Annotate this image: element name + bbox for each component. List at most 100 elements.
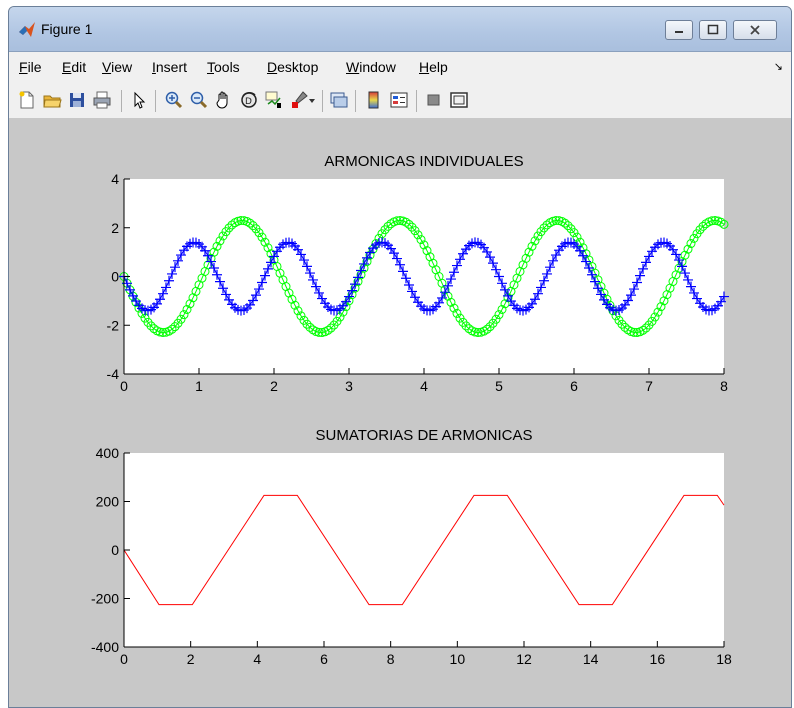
brush-icon[interactable] <box>289 90 309 110</box>
data-point <box>260 270 270 281</box>
data-point <box>584 263 594 274</box>
data-point <box>413 230 423 240</box>
dropdown-icon[interactable] <box>307 90 317 110</box>
data-point <box>479 326 489 336</box>
data-point <box>446 297 456 307</box>
close-button[interactable] <box>733 20 777 40</box>
menu-dock-arrow-icon[interactable]: ↘ <box>773 61 783 73</box>
y-tick-label: -200 <box>91 591 119 607</box>
rotate-3d-icon[interactable]: D <box>239 90 259 110</box>
data-point <box>539 223 549 233</box>
data-point <box>494 271 504 282</box>
data-point <box>551 215 561 225</box>
data-point <box>449 303 459 313</box>
data-point <box>404 219 414 229</box>
edit-plot-icon[interactable] <box>129 90 149 110</box>
data-point <box>155 327 165 337</box>
data-point <box>674 255 684 266</box>
data-point <box>179 310 189 320</box>
data-point <box>251 290 261 301</box>
y-tick-label: -2 <box>107 317 120 333</box>
data-point <box>596 289 606 300</box>
title-bar[interactable]: Figure 1 <box>9 7 791 52</box>
menu-help[interactable]: Help <box>419 59 448 75</box>
data-point <box>398 266 408 277</box>
menu-tools[interactable]: Tools <box>207 59 240 75</box>
data-point <box>503 290 513 301</box>
data-point <box>341 296 351 307</box>
data-point <box>293 306 303 316</box>
data-point <box>401 217 411 227</box>
axes-1[interactable]: ARMONICAS INDIVIDUALES 0 1 2 3 4 5 6 7 8 -4 -2 0 2 4 <box>107 153 729 394</box>
data-point <box>392 253 402 264</box>
menu-file[interactable]: File <box>19 59 42 75</box>
data-point <box>311 281 321 292</box>
zoom-out-icon[interactable] <box>189 90 209 110</box>
data-point <box>491 314 501 324</box>
data-point <box>305 322 315 332</box>
show-plot-tools-icon[interactable] <box>449 90 469 110</box>
new-figure-icon[interactable] <box>17 90 37 110</box>
data-point <box>698 221 708 231</box>
minimize-icon <box>675 31 683 33</box>
x-tick-label: 14 <box>583 651 599 667</box>
menu-insert[interactable]: Insert <box>152 59 188 75</box>
data-point <box>689 287 699 298</box>
x-tick-label: 12 <box>516 651 532 667</box>
open-file-icon[interactable] <box>42 90 62 110</box>
data-point <box>314 287 324 298</box>
data-point <box>263 243 273 253</box>
data-point <box>641 323 651 333</box>
data-point <box>437 292 447 303</box>
data-point <box>173 255 183 266</box>
data-point <box>539 275 549 286</box>
figure-canvas: ARMONICAS INDIVIDUALES 0 1 2 3 4 5 6 7 8 -4 -2 0 2 4 SU… <box>9 119 791 707</box>
link-plot-icon[interactable] <box>329 90 349 110</box>
menu-window[interactable]: Window <box>346 59 396 75</box>
data-point <box>707 216 717 226</box>
save-icon[interactable] <box>67 90 87 110</box>
data-point <box>254 284 264 295</box>
data-point <box>212 241 222 251</box>
zoom-in-icon[interactable] <box>164 90 184 110</box>
data-point <box>440 287 450 298</box>
data-point <box>530 236 540 246</box>
y-tick-label: 0 <box>111 542 119 558</box>
data-point <box>452 308 462 318</box>
data-point <box>206 256 216 267</box>
data-point <box>167 268 177 279</box>
menu-view[interactable]: View <box>102 59 133 75</box>
menu-desktop[interactable]: Desktop <box>267 59 319 75</box>
print-icon[interactable] <box>92 90 112 110</box>
data-point <box>350 279 360 290</box>
hide-plot-tools-icon[interactable] <box>424 90 444 110</box>
colorbar-icon[interactable] <box>364 90 384 110</box>
data-point <box>638 325 648 335</box>
data-point <box>500 299 510 309</box>
data-point <box>716 217 726 227</box>
y-tick-label: 2 <box>111 220 119 236</box>
data-point <box>593 283 603 294</box>
pan-icon[interactable] <box>214 90 234 110</box>
data-point <box>683 244 693 254</box>
data-cursor-icon[interactable] <box>264 90 284 110</box>
maximize-button[interactable] <box>699 20 727 40</box>
data-point <box>542 268 552 279</box>
data-point <box>497 304 507 314</box>
data-point <box>302 319 312 329</box>
minimize-button[interactable] <box>665 20 693 40</box>
data-point <box>302 261 312 272</box>
data-point <box>125 284 135 295</box>
data-point <box>395 215 405 225</box>
axes-2[interactable]: SUMATORIAS DE ARMONICAS 0 2 4 6 8 10 12 14 16 18 -4… <box>91 427 732 667</box>
menu-edit[interactable]: Edit <box>62 59 87 75</box>
data-point <box>164 275 174 286</box>
toolbar-separator <box>355 90 356 112</box>
data-point <box>218 283 228 294</box>
y-tick-label: 200 <box>96 494 120 510</box>
data-point <box>710 215 720 225</box>
data-point <box>446 274 456 285</box>
x-tick-label: 4 <box>420 378 428 394</box>
data-point <box>719 291 729 302</box>
legend-icon[interactable] <box>389 90 409 110</box>
